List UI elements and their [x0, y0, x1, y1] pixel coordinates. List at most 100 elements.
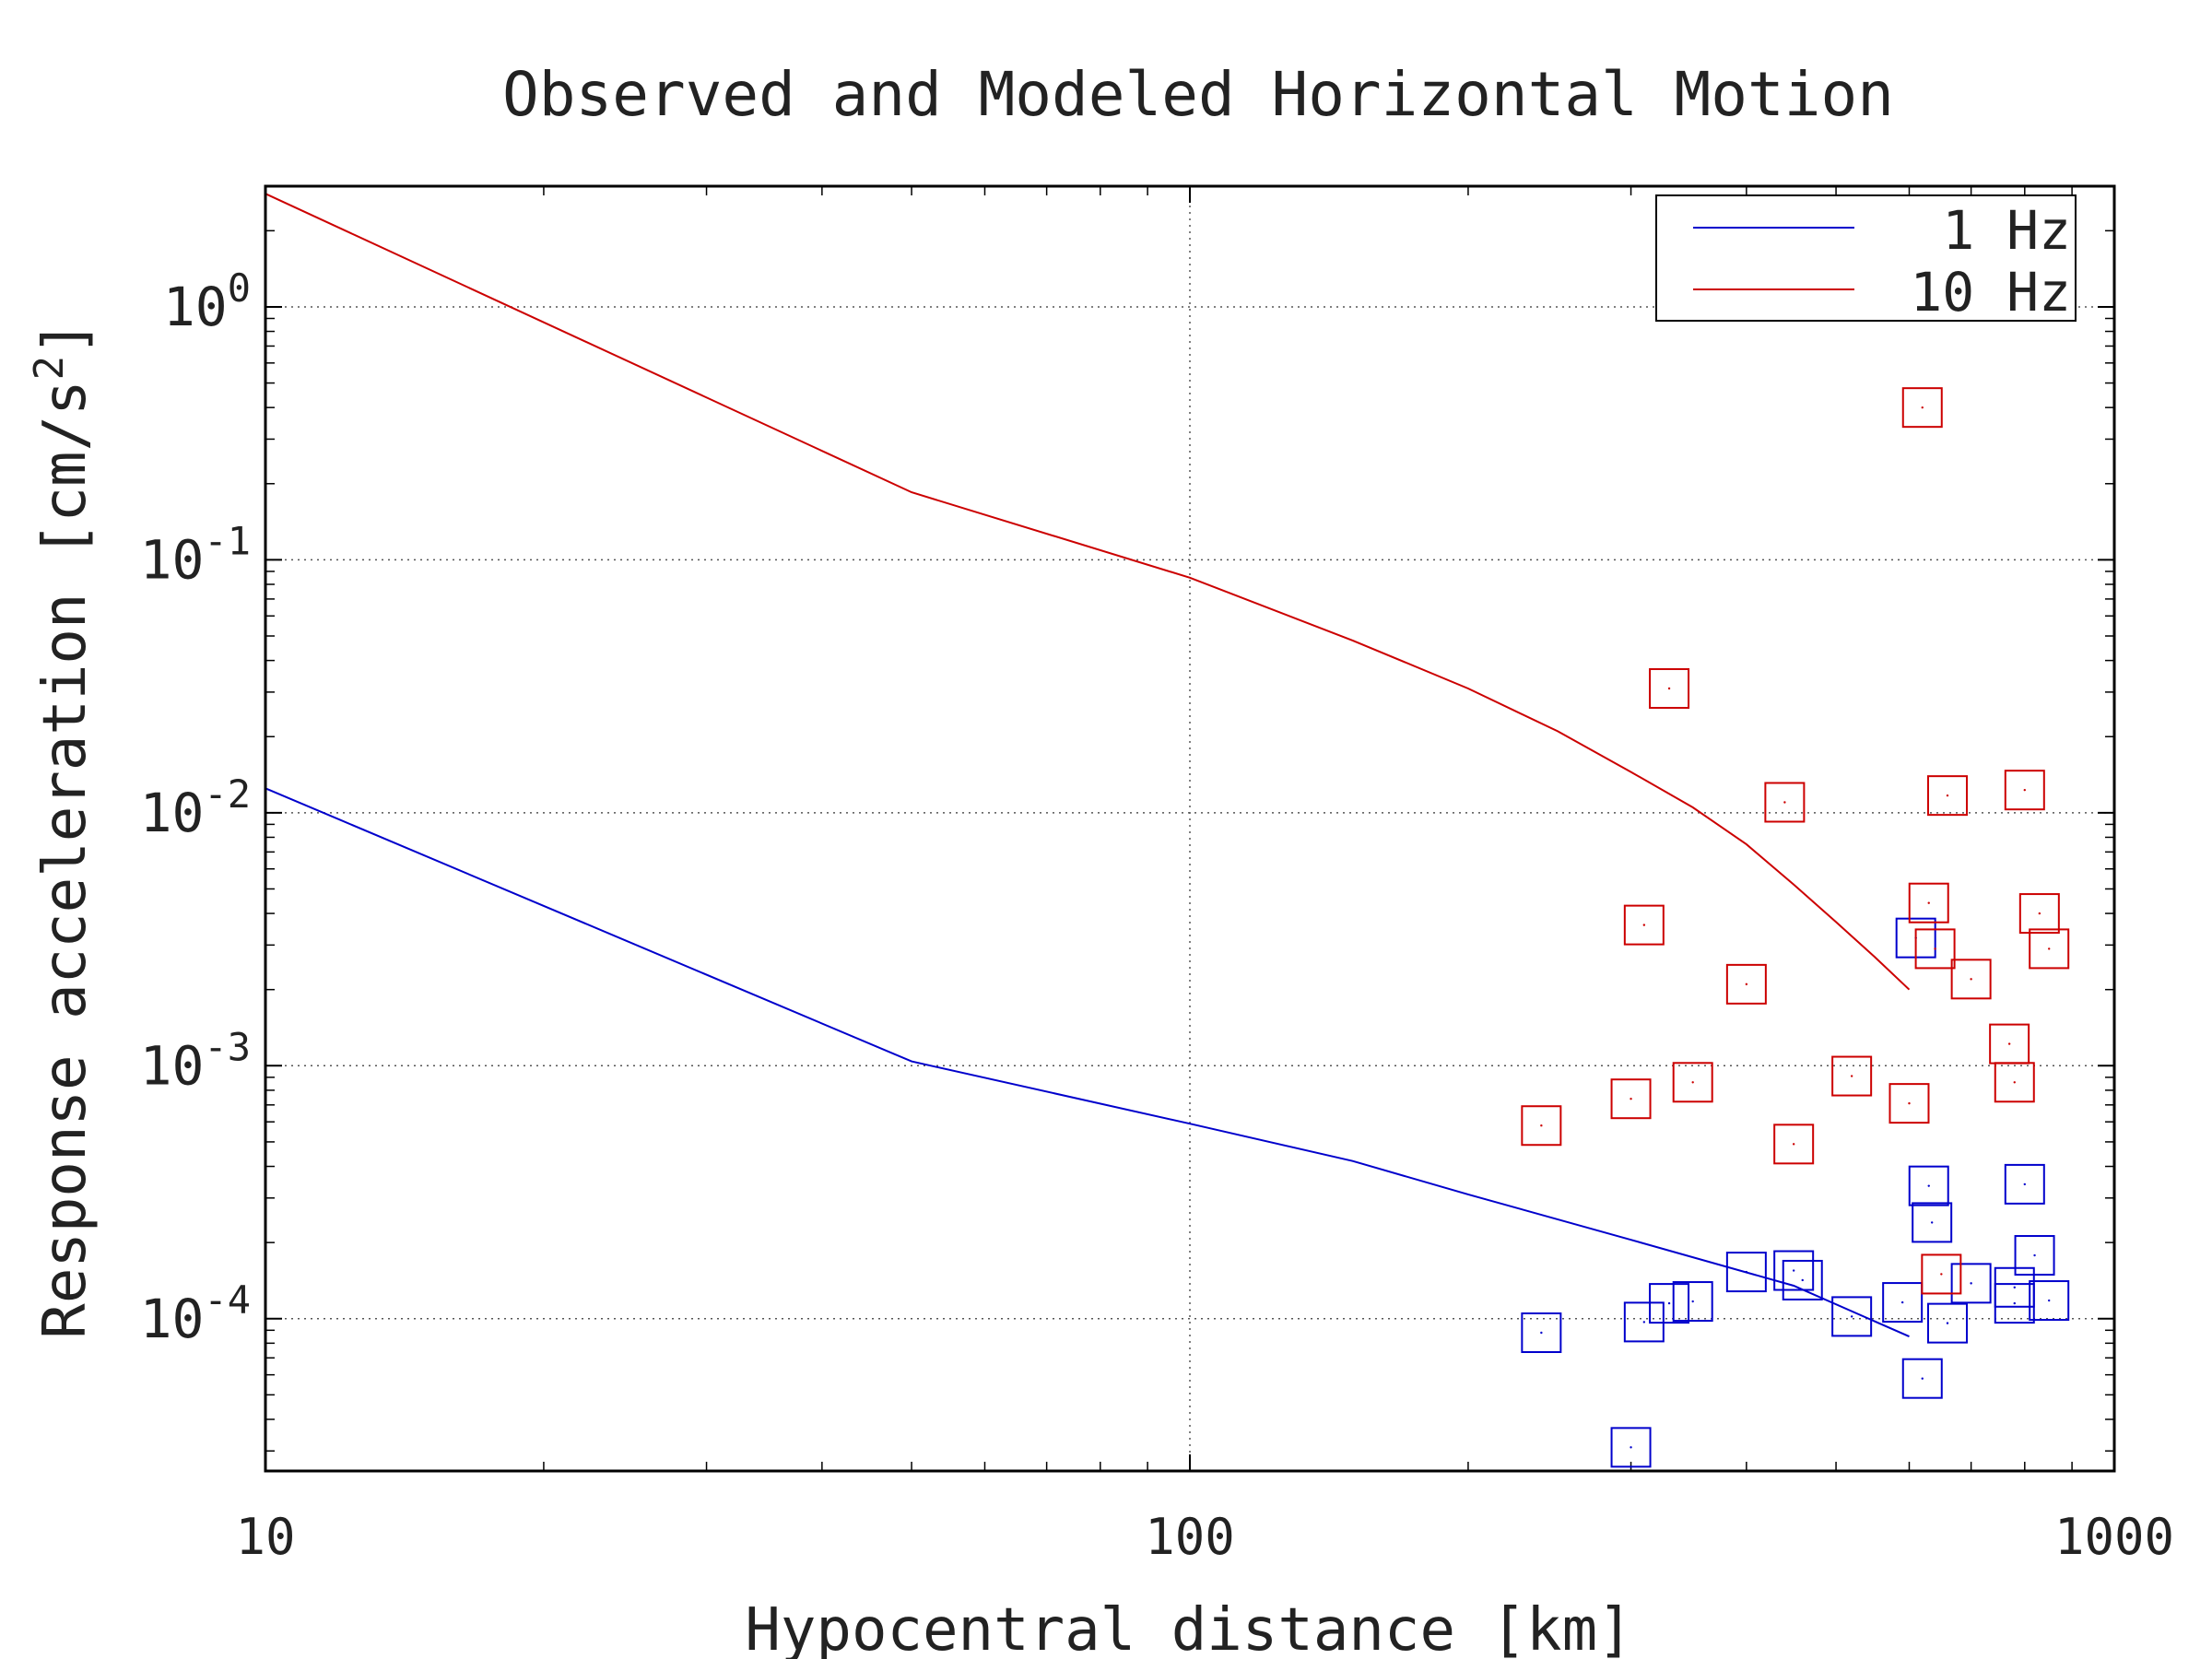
observation-marker-1hz: [1773, 1250, 1815, 1291]
observation-marker-10hz: [1725, 963, 1767, 1005]
observation-marker-1hz: [1908, 1165, 1949, 1206]
legend-label-10hz: 10 Hz: [1910, 261, 2071, 324]
observation-marker-1hz: [1649, 1283, 1690, 1324]
observation-point-10hz: [2048, 947, 2051, 950]
observation-point-10hz: [1934, 947, 1936, 950]
observation-point-1hz: [2048, 1299, 2051, 1302]
observation-point-10hz: [1927, 901, 1930, 904]
observation-marker-10hz: [1623, 904, 1665, 946]
observation-point-1hz: [1970, 1282, 1972, 1285]
observation-point-10hz: [1908, 1101, 1911, 1105]
observation-point-1hz: [1900, 1300, 1904, 1304]
chart-title: Observed and Modeled Horizontal Motion: [502, 59, 1894, 130]
observation-point-10hz: [1630, 1097, 1632, 1100]
observation-marker-10hz: [1610, 1078, 1652, 1120]
x-tick-label: 100: [1145, 1508, 1235, 1566]
observation-point-1hz: [1540, 1331, 1543, 1335]
observation-point-1hz: [1927, 1184, 1930, 1187]
observation-marker-1hz: [1725, 1252, 1767, 1293]
observation-marker-1hz: [1610, 1427, 1652, 1468]
observation-point-10hz: [1921, 406, 1924, 409]
x-axis-label: Hypocentral distance [km]: [745, 1596, 1632, 1659]
y-tick-label-base: 10: [140, 782, 205, 844]
observation-marker-1hz: [2014, 1235, 2055, 1277]
y-tick-label: 10-2: [140, 771, 251, 844]
y-tick-label-exponent: 0: [228, 265, 251, 311]
observation-marker-10hz: [1908, 882, 1949, 924]
observation-point-1hz: [2013, 1301, 2016, 1305]
y-tick-label-base: 10: [163, 276, 228, 338]
observation-point-1hz: [2013, 1286, 2016, 1288]
y-tick-label: 100: [163, 265, 251, 338]
grid: [265, 186, 2114, 1471]
observation-marker-10hz: [1521, 1105, 1562, 1147]
plot-frame: [264, 184, 2116, 1473]
observation-marker-10hz: [2029, 928, 2070, 970]
observation-marker-1hz: [1672, 1281, 1713, 1323]
y-axis-label-main: Response acceleration [cm/s: [31, 380, 100, 1338]
observation-point-10hz: [1850, 1075, 1853, 1077]
observation-marker-10hz: [1994, 1062, 2035, 1103]
y-tick-label: 10-1: [140, 518, 251, 591]
x-tick-labels: 10 100 1000: [235, 1508, 2174, 1566]
observation-point-10hz: [1940, 1273, 1943, 1276]
legend-box: [1655, 194, 2077, 322]
legend-label-1hz: 1 Hz: [1942, 199, 2071, 262]
observation-point-10hz: [1946, 794, 1949, 797]
y-tick-label-base: 10: [140, 528, 205, 591]
observation-marker-1hz: [1950, 1263, 1992, 1304]
observation-point-1hz: [2033, 1253, 2036, 1257]
y-axis-label: Response acceleration [cm/s2]: [26, 320, 100, 1338]
observation-marker-1hz: [1901, 1358, 1943, 1399]
observation-marker-10hz: [1927, 775, 1969, 817]
observation-point-10hz: [1642, 924, 1646, 926]
observation-marker-1hz: [1927, 1302, 1969, 1344]
y-tick-label: 10-3: [140, 1024, 251, 1097]
observation-marker-10hz: [1888, 1083, 1930, 1124]
observation-marker-10hz: [1764, 782, 1806, 823]
observation-point-10hz: [1540, 1124, 1543, 1127]
y-tick-label-base: 10: [140, 1288, 205, 1350]
observation-marker-10hz: [1773, 1124, 1815, 1165]
observation-point-10hz: [1792, 1143, 1795, 1146]
legend: 1 Hz 10 Hz: [1655, 194, 2077, 324]
observation-point-10hz: [2038, 912, 2041, 915]
observation-point-1hz: [1691, 1300, 1694, 1303]
observation-marker-10hz: [1901, 387, 1943, 429]
observation-marker-10hz: [2018, 893, 2060, 935]
observation-point-1hz: [2023, 1182, 2026, 1186]
y-tick-label-exponent: -3: [204, 1024, 251, 1069]
observation-marker-10hz: [1914, 928, 1956, 970]
observation-point-1hz: [1801, 1278, 1804, 1282]
observation-point-1hz: [1642, 1321, 1646, 1324]
observation-marker-10hz: [1649, 667, 1690, 709]
observation-marker-10hz: [1921, 1253, 1962, 1295]
observation-point-1hz: [1630, 1446, 1632, 1449]
observation-marker-1hz: [1994, 1283, 2035, 1324]
observation-marker-1hz: [1782, 1259, 1823, 1300]
observation-point-1hz: [1792, 1269, 1795, 1272]
y-axis-label-group: Response acceleration [cm/s2]: [26, 320, 100, 1338]
observation-marker-10hz: [1950, 959, 1992, 1000]
y-axis-label-superscript: 2: [26, 356, 73, 381]
observation-marker-1hz: [1521, 1312, 1562, 1353]
observation-marker-1hz: [1912, 1202, 1953, 1243]
observation-point-10hz: [1970, 978, 1972, 981]
y-tick-label-exponent: -2: [204, 771, 251, 817]
y-tick-label-base: 10: [140, 1034, 205, 1097]
observation-point-10hz: [1667, 687, 1671, 690]
observation-marker-10hz: [1831, 1055, 1873, 1097]
observation-marker-10hz: [2004, 770, 2045, 811]
observation-marker-1hz: [2029, 1280, 2070, 1322]
observation-point-10hz: [2023, 788, 2026, 792]
observation-point-10hz: [1783, 801, 1786, 804]
observation-point-10hz: [1691, 1081, 1694, 1084]
observation-markers: [1521, 387, 2070, 1468]
observation-point-10hz: [2013, 1081, 2016, 1084]
observation-marker-10hz: [1672, 1062, 1713, 1103]
observation-point-10hz: [1745, 982, 1748, 986]
observation-point-10hz: [2007, 1042, 2011, 1045]
observation-point-1hz: [1921, 1377, 1924, 1380]
